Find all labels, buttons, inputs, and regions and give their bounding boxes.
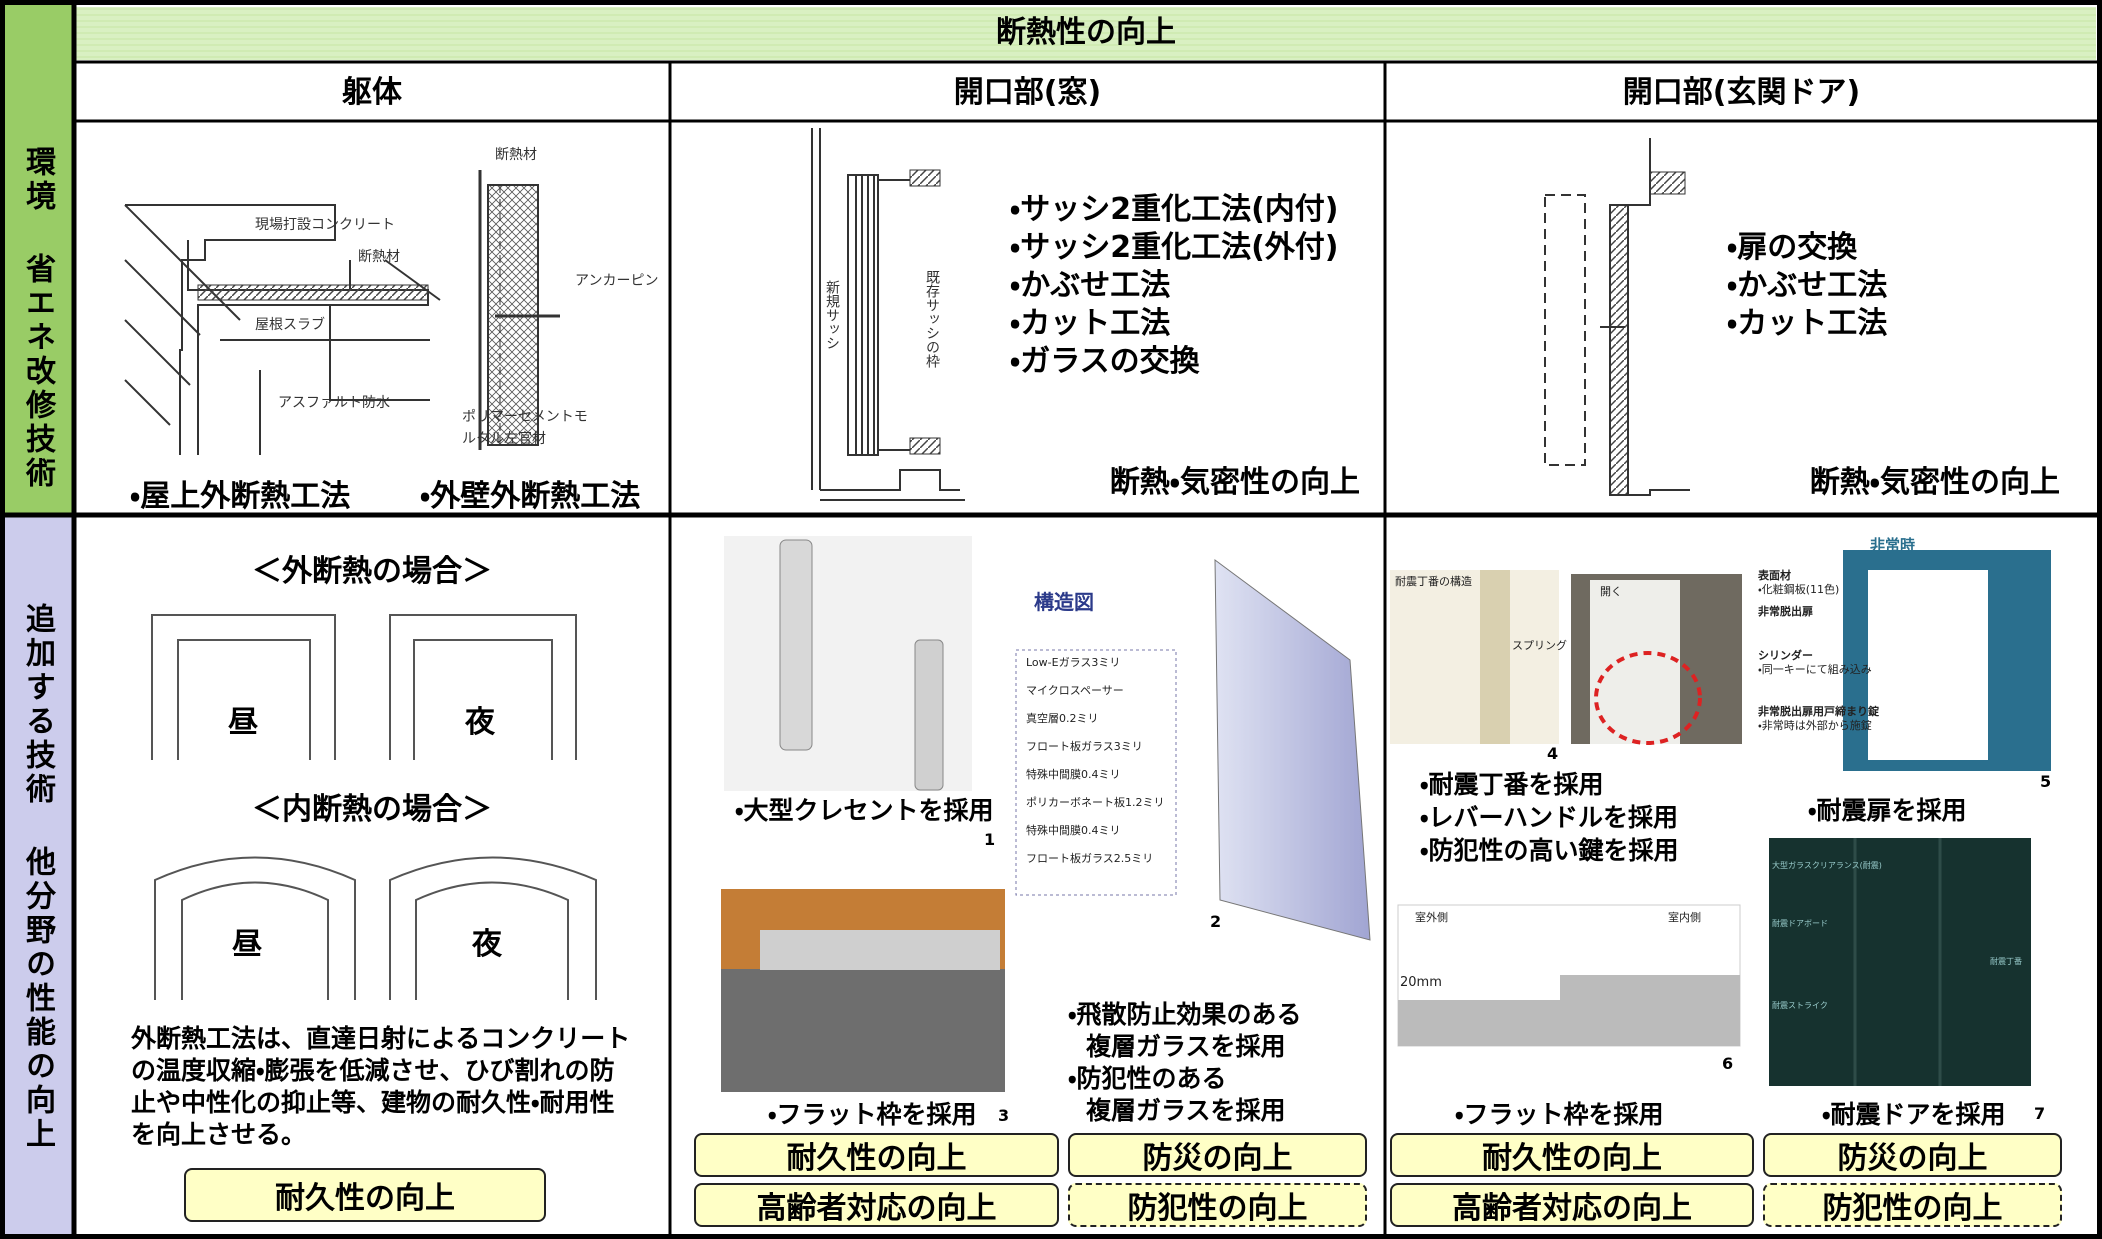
figure-number: 1 [984,830,996,849]
door-label: 表面材 [1758,569,1791,582]
feature: ・耐震丁番を採用 [1420,770,1604,799]
diagram-label: Low-Eガラス3ミリ [1026,656,1121,669]
method: ・サッシ2重化工法(外付) [1010,230,1339,265]
column-header: 開口部(玄関ドア) [1622,75,1861,110]
door-label: 非常時 [1870,536,1916,554]
diagram-label: フロート板ガラス2.5ミリ [1026,852,1154,865]
method: ・カット工法 [1727,306,1888,341]
section-label: 20mm [1400,975,1442,990]
side-label: 追加する技術 他分野の性能の向上 [20,602,55,1152]
figure-number: 4 [1547,744,1559,763]
diagram-label: アンカーピン [575,273,659,289]
method: ・屋上外断熱工法 [130,479,351,514]
diagram-label: 新規サッシ [824,280,840,350]
method: ・かぶせ工法 [1727,268,1888,303]
header-title: 断熱性の向上 [996,15,1176,50]
column-header: 開口部(窓) [953,75,1102,110]
section-label: 室内側 [1668,911,1701,924]
caption: ・耐震扉を採用 [1808,796,1967,825]
feature: ・飛散防止効果のある [1068,1000,1302,1029]
method: ・扉の交換 [1727,230,1858,265]
diagram-label: ポリマーセメントモ [462,409,588,425]
feature: ・防犯性の高い鍵を採用 [1420,836,1679,865]
badge: 高齢者対応の向上 [1390,1183,1754,1227]
figure-number: 3 [998,1106,1010,1125]
door-label: 非常脱出扉 [1758,605,1813,618]
diagram-label: 既存サッシの枠 [924,270,940,368]
door-label: 非常脱出扉用戸締まり錠 [1758,705,1879,718]
method: ・カット工法 [1010,306,1171,341]
effect: 断熱・気密性の向上 [1109,465,1360,500]
badge: 防災の向上 [1763,1133,2062,1177]
diagram-label: ルタル左官材 [462,431,546,447]
diagram-label: 屋根スラブ [255,317,325,333]
caption: ・耐震ドアを採用 [1822,1100,2006,1129]
figure-number: 2 [1210,912,1222,931]
method: ・かぶせ工法 [1010,268,1171,303]
diagram-label: 断熱材 [495,147,537,163]
diagram-title: 構造図 [1034,590,1094,614]
diagram-label: ポリカーボネート板1.2ミリ [1026,796,1165,809]
diagram-label: アスファルト防水 [278,395,390,411]
method: ・サッシ2重化工法(内付) [1010,192,1339,227]
feature: ・防犯性のある [1068,1064,1227,1093]
figure-number: 6 [1722,1054,1734,1073]
section-label: 室外側 [1415,911,1448,924]
badge: 防犯性の向上 [1763,1183,2062,1227]
photo-label: スプリング [1512,639,1567,652]
photo-label: 開く [1600,585,1622,598]
feature: 複層ガラスを採用 [1086,1096,1286,1125]
feature: 複層ガラスを採用 [1086,1032,1286,1061]
side-label: 環境 省エネ改修技術 [20,145,55,491]
heading: ＜内断熱の場合＞ [252,792,492,827]
label: 夜 [465,705,495,740]
figure-number: 5 [2040,772,2052,791]
badge: 耐久性の向上 [184,1168,546,1222]
method: ・ガラスの交換 [1010,344,1200,379]
tall-label: 耐震ストライク [1772,1001,1828,1010]
effect: 断熱・気密性の向上 [1809,465,2060,500]
door-label: ・化粧鋼板(11色) [1758,583,1840,596]
door-label: ・同一キーにて組み込み [1758,663,1872,676]
badge: 防災の向上 [1068,1133,1367,1177]
label: 夜 [472,927,502,962]
door-label: シリンダー [1758,649,1813,662]
caption: ・フラット枠を採用 [1455,1100,1664,1129]
column-header: 躯体 [342,75,402,110]
tall-label: 耐震丁番 [1990,957,2022,966]
diagram-label: 現場打設コンクリート [255,217,395,233]
method: ・外壁外断熱工法 [420,479,641,514]
badge: 耐久性の向上 [1390,1133,1754,1177]
label: 昼 [232,927,262,962]
caption: ・大型クレセントを採用 [735,796,994,825]
tall-label: 大型ガラスクリアランス(耐震) [1772,861,1882,870]
diagram-label: 真空層0.2ミリ [1026,712,1099,725]
badge: 防犯性の向上 [1068,1183,1367,1227]
diagram-label: フロート板ガラス3ミリ [1026,740,1143,753]
diagram-label: 特殊中間膜0.4ミリ [1026,768,1121,781]
badge: 耐久性の向上 [694,1133,1059,1177]
figure-number: 7 [2034,1104,2046,1123]
description: 外断熱工法は、直達日射によるコンクリートの温度収縮・膨張を低減させ、ひび割れの防… [131,1024,631,1149]
door-label: ・非常時は外部から施錠 [1758,719,1872,732]
tall-label: 耐震ドアボード [1772,919,1828,928]
diagram-label: 特殊中間膜0.4ミリ [1026,824,1121,837]
badge: 高齢者対応の向上 [694,1183,1059,1227]
feature: ・レバーハンドルを採用 [1420,803,1679,832]
label: 昼 [228,705,258,740]
heading: ＜外断熱の場合＞ [252,554,492,589]
caption: ・フラット枠を採用 [768,1100,977,1129]
diagram-label: 断熱材 [358,249,400,265]
photo-label: 耐震丁番の構造 [1395,575,1472,588]
diagram-label: マイクロスペーサー [1026,684,1124,697]
